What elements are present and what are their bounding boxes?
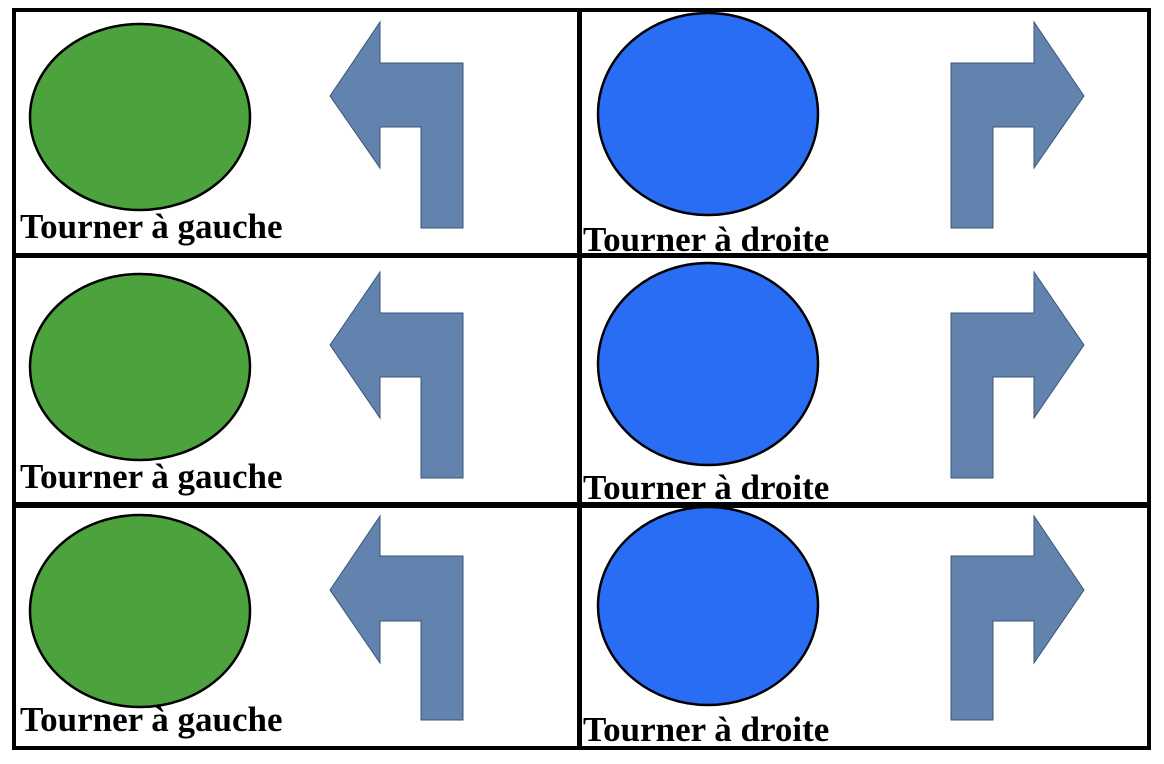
row-divider-2 <box>12 502 1151 508</box>
card-label: Tourner à droite <box>583 710 830 749</box>
card-turn-left-2: Tourner à gauche <box>12 258 580 503</box>
outer-border-right <box>1147 8 1151 750</box>
green-circle-icon <box>28 272 252 462</box>
turn-right-arrow-icon <box>950 270 1085 479</box>
card-turn-right-1: Tourner à droite <box>580 10 1150 255</box>
turn-right-arrow-icon <box>950 20 1085 229</box>
card-turn-right-2: Tourner à droite <box>580 258 1150 503</box>
green-circle-icon <box>28 513 252 709</box>
card-art <box>596 261 1085 479</box>
green-circle-icon <box>28 22 252 212</box>
card-label: Tourner à gauche <box>20 457 283 496</box>
turn-right-arrow-icon <box>950 514 1085 721</box>
blue-circle-icon <box>596 261 820 467</box>
card-art <box>28 270 464 479</box>
card-label: Tourner à droite <box>583 468 830 503</box>
blue-circle-icon <box>596 11 820 217</box>
card-label: Tourner à droite <box>583 220 830 255</box>
card-label: Tourner à gauche <box>20 700 283 739</box>
card-turn-left-1: Tourner à gauche <box>12 10 580 255</box>
card-turn-left-3: Tourner à gauche <box>12 506 580 749</box>
turn-left-arrow-icon <box>329 20 464 229</box>
card-art <box>28 20 464 229</box>
card-art <box>596 11 1085 229</box>
card-art <box>28 513 464 721</box>
outer-border-left <box>12 8 16 750</box>
center-divider <box>577 8 582 750</box>
card-label: Tourner à gauche <box>20 207 283 246</box>
row-divider-1 <box>12 253 1151 258</box>
turn-left-arrow-icon <box>329 270 464 479</box>
blue-circle-icon <box>596 506 820 707</box>
card-art <box>596 506 1085 721</box>
card-turn-right-3: Tourner à droite <box>580 506 1150 749</box>
turn-left-arrow-icon <box>329 514 464 721</box>
